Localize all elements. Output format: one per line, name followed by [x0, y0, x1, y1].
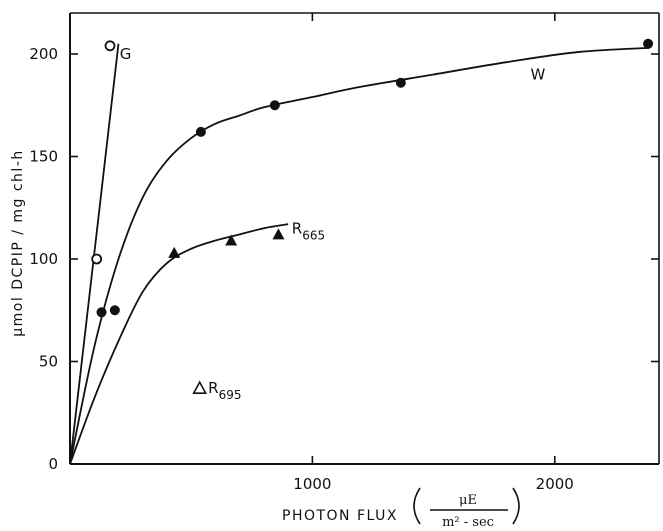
series-label-r665: R665: [292, 219, 325, 242]
data-point-w: [96, 307, 107, 318]
y-tick-label: 150: [29, 148, 58, 166]
data-point-w: [395, 77, 406, 88]
series-label-subscript: 665: [302, 228, 325, 242]
tick-labels: 0 50 100 150 200 1000 2000: [29, 45, 574, 493]
ticks: [70, 13, 659, 465]
y-tick-label: 0: [48, 455, 58, 473]
fit-line-r665: [69, 223, 289, 465]
data-markers: [91, 38, 654, 394]
fit-lines: [69, 43, 650, 465]
unit-left-paren: [413, 487, 421, 525]
y-tick-label: 100: [29, 250, 58, 268]
data-point-g: [91, 253, 103, 265]
data-point-r665: [168, 246, 181, 258]
data-point-g: [104, 40, 116, 52]
x-unit-denominator: m² - sec: [442, 515, 494, 530]
fit-line-w: [69, 46, 650, 465]
x-tick-label: 2000: [536, 475, 574, 493]
data-point-w: [109, 305, 120, 316]
data-point-r665: [272, 228, 285, 240]
series-label-r695: R695: [208, 379, 241, 402]
data-point-r665: [225, 234, 238, 246]
series-labels: G W R665 R695: [120, 45, 546, 402]
series-label-w: W: [531, 66, 546, 84]
data-point-w: [643, 38, 654, 49]
plot-frame: [69, 12, 660, 465]
x-tick-label: 1000: [293, 475, 331, 493]
fit-line-g: [69, 43, 120, 465]
series-label-g: G: [120, 45, 132, 63]
y-tick-label: 50: [39, 353, 58, 371]
unit-right-paren: [512, 487, 520, 525]
y-tick-label: 200: [29, 45, 58, 63]
data-point-w: [269, 100, 280, 111]
y-axis-label: μmol DCPIP / mg chl-h: [10, 149, 26, 337]
x-axis-unit: μE m² - sec: [413, 487, 520, 530]
data-point-w: [195, 126, 206, 137]
data-point-r695: [192, 380, 208, 394]
x-axis-label: PHOTON FLUX: [282, 508, 398, 524]
series-label-subscript: 695: [219, 388, 242, 402]
x-unit-numerator: μE: [459, 493, 477, 508]
